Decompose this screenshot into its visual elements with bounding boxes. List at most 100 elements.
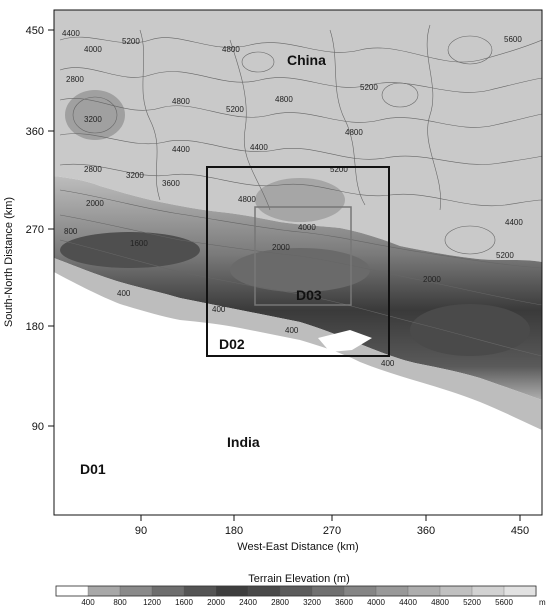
elevation-legend: Terrain Elevation (m) 400 800 1200 1600 2000… xyxy=(55,573,546,607)
contour-value-label: 2800 xyxy=(84,165,102,174)
legend-level-label: 1200 xyxy=(143,598,161,607)
contour-value-label: 5200 xyxy=(360,83,378,92)
contour-loop xyxy=(241,51,275,73)
legend-level-label: 2800 xyxy=(271,598,289,607)
legend-level-label: 400 xyxy=(81,598,95,607)
x-tick-label: 270 xyxy=(323,525,341,537)
contour-value-label: 1600 xyxy=(130,239,148,248)
legend-swatch xyxy=(375,585,409,597)
legend-level-label: 4400 xyxy=(399,598,417,607)
legend-swatch xyxy=(407,585,441,597)
legend-swatch xyxy=(119,585,153,597)
contour-line xyxy=(59,214,542,306)
domain-label-d02: D02 xyxy=(219,336,245,352)
plot-frame xyxy=(53,9,543,516)
y-tick-label: 90 xyxy=(32,421,44,433)
contour-line xyxy=(59,98,542,128)
domain-label-d01: D01 xyxy=(80,461,106,477)
dark-ridge-patch xyxy=(230,248,370,292)
contour-value-label: 400 xyxy=(285,326,299,335)
contour-value-label: 2000 xyxy=(272,243,290,252)
legend-level-label: 2000 xyxy=(207,598,225,607)
contour-line xyxy=(139,29,161,201)
contour-value-label: 4800 xyxy=(345,128,363,137)
y-axis: 450 360 270 180 90 South-North Distance … xyxy=(3,25,54,433)
contour-value-label: 5200 xyxy=(122,37,140,46)
contour-line xyxy=(59,36,542,63)
contour-line xyxy=(426,24,441,211)
tibetan-plateau-shading xyxy=(54,10,542,262)
contour-line xyxy=(59,163,542,207)
domain-label-d03: D03 xyxy=(296,287,322,303)
legend-unit-label: m xyxy=(539,598,546,607)
x-tick-label: 360 xyxy=(417,525,435,537)
contour-value-label: 800 xyxy=(64,227,78,236)
legend-swatch xyxy=(247,585,281,597)
contour-value-label: 3200 xyxy=(84,115,102,124)
legend-title: Terrain Elevation (m) xyxy=(248,573,349,585)
legend-swatch xyxy=(183,585,217,597)
contour-loop xyxy=(447,35,493,65)
x-axis-title: West-East Distance (km) xyxy=(237,541,358,553)
legend-swatches xyxy=(55,585,537,597)
contour-value-label: 3600 xyxy=(162,179,180,188)
contour-value-label: 4800 xyxy=(275,95,293,104)
contour-value-label: 4800 xyxy=(238,195,256,204)
legend-level-label: 4800 xyxy=(431,598,449,607)
x-tick-label: 90 xyxy=(135,525,147,537)
contour-value-label: 2000 xyxy=(423,275,441,284)
legend-level-label: 1600 xyxy=(175,598,193,607)
contour-loop xyxy=(72,96,118,134)
legend-level-label: 3200 xyxy=(303,598,321,607)
plateau-dark-patch xyxy=(65,90,125,140)
contour-line xyxy=(229,39,271,211)
legend-swatch xyxy=(151,585,185,597)
foothills-band xyxy=(54,258,542,430)
x-axis: 90 180 270 360 450 West-East Distance (k… xyxy=(135,515,529,553)
contour-line xyxy=(59,133,542,165)
legend-labels: 400 800 1200 1600 2000 2400 2800 3200 3600 4000 44… xyxy=(81,598,513,607)
region-label-china: China xyxy=(287,52,326,68)
contour-value-label: 400 xyxy=(381,359,395,368)
contour-value-label: 5200 xyxy=(496,251,514,260)
contour-value-label: 400 xyxy=(212,305,226,314)
domain-d02-box xyxy=(206,166,390,357)
legend-level-label: 3600 xyxy=(335,598,353,607)
contour-value-label: 4400 xyxy=(172,145,190,154)
contour-value-label: 4000 xyxy=(298,223,316,232)
legend-level-label: 5600 xyxy=(495,598,513,607)
y-tick-label: 360 xyxy=(26,126,44,138)
x-tick-label: 450 xyxy=(511,525,529,537)
contour-line xyxy=(59,239,542,357)
legend-swatch xyxy=(311,585,345,597)
contour-value-label: 4400 xyxy=(62,29,80,38)
contour-value-label: 4800 xyxy=(222,45,240,54)
dark-ridge-patch xyxy=(410,304,530,356)
contour-value-label: 5600 xyxy=(504,35,522,44)
contour-loop xyxy=(381,82,419,108)
legend-swatch xyxy=(503,585,537,597)
contour-value-labels: 4400 4000 5200 4800 5600 2800 3200 4800 … xyxy=(62,29,523,368)
contour-value-label: 2800 xyxy=(66,75,84,84)
contour-value-label: 5200 xyxy=(226,105,244,114)
contour-value-label: 4800 xyxy=(172,97,190,106)
legend-frame xyxy=(55,585,537,597)
legend-level-label: 800 xyxy=(113,598,127,607)
lowland-notch xyxy=(318,330,372,352)
contour-value-label: 2000 xyxy=(86,199,104,208)
contour-value-label: 400 xyxy=(117,289,131,298)
y-tick-label: 270 xyxy=(26,224,44,236)
contour-value-label: 4400 xyxy=(250,143,268,152)
dark-ridge-patch xyxy=(60,232,200,268)
legend-level-label: 5200 xyxy=(463,598,481,607)
contour-value-label: 3200 xyxy=(126,171,144,180)
contour-value-label: 5200 xyxy=(330,165,348,174)
contour-line xyxy=(59,67,542,93)
y-tick-label: 450 xyxy=(26,25,44,37)
legend-level-label: 4000 xyxy=(367,598,385,607)
legend-swatch xyxy=(439,585,473,597)
domain-d03-box xyxy=(254,206,352,306)
legend-swatch xyxy=(279,585,313,597)
terrain-plot-area: 4400 4000 5200 4800 5600 2800 3200 4800 … xyxy=(54,10,542,515)
